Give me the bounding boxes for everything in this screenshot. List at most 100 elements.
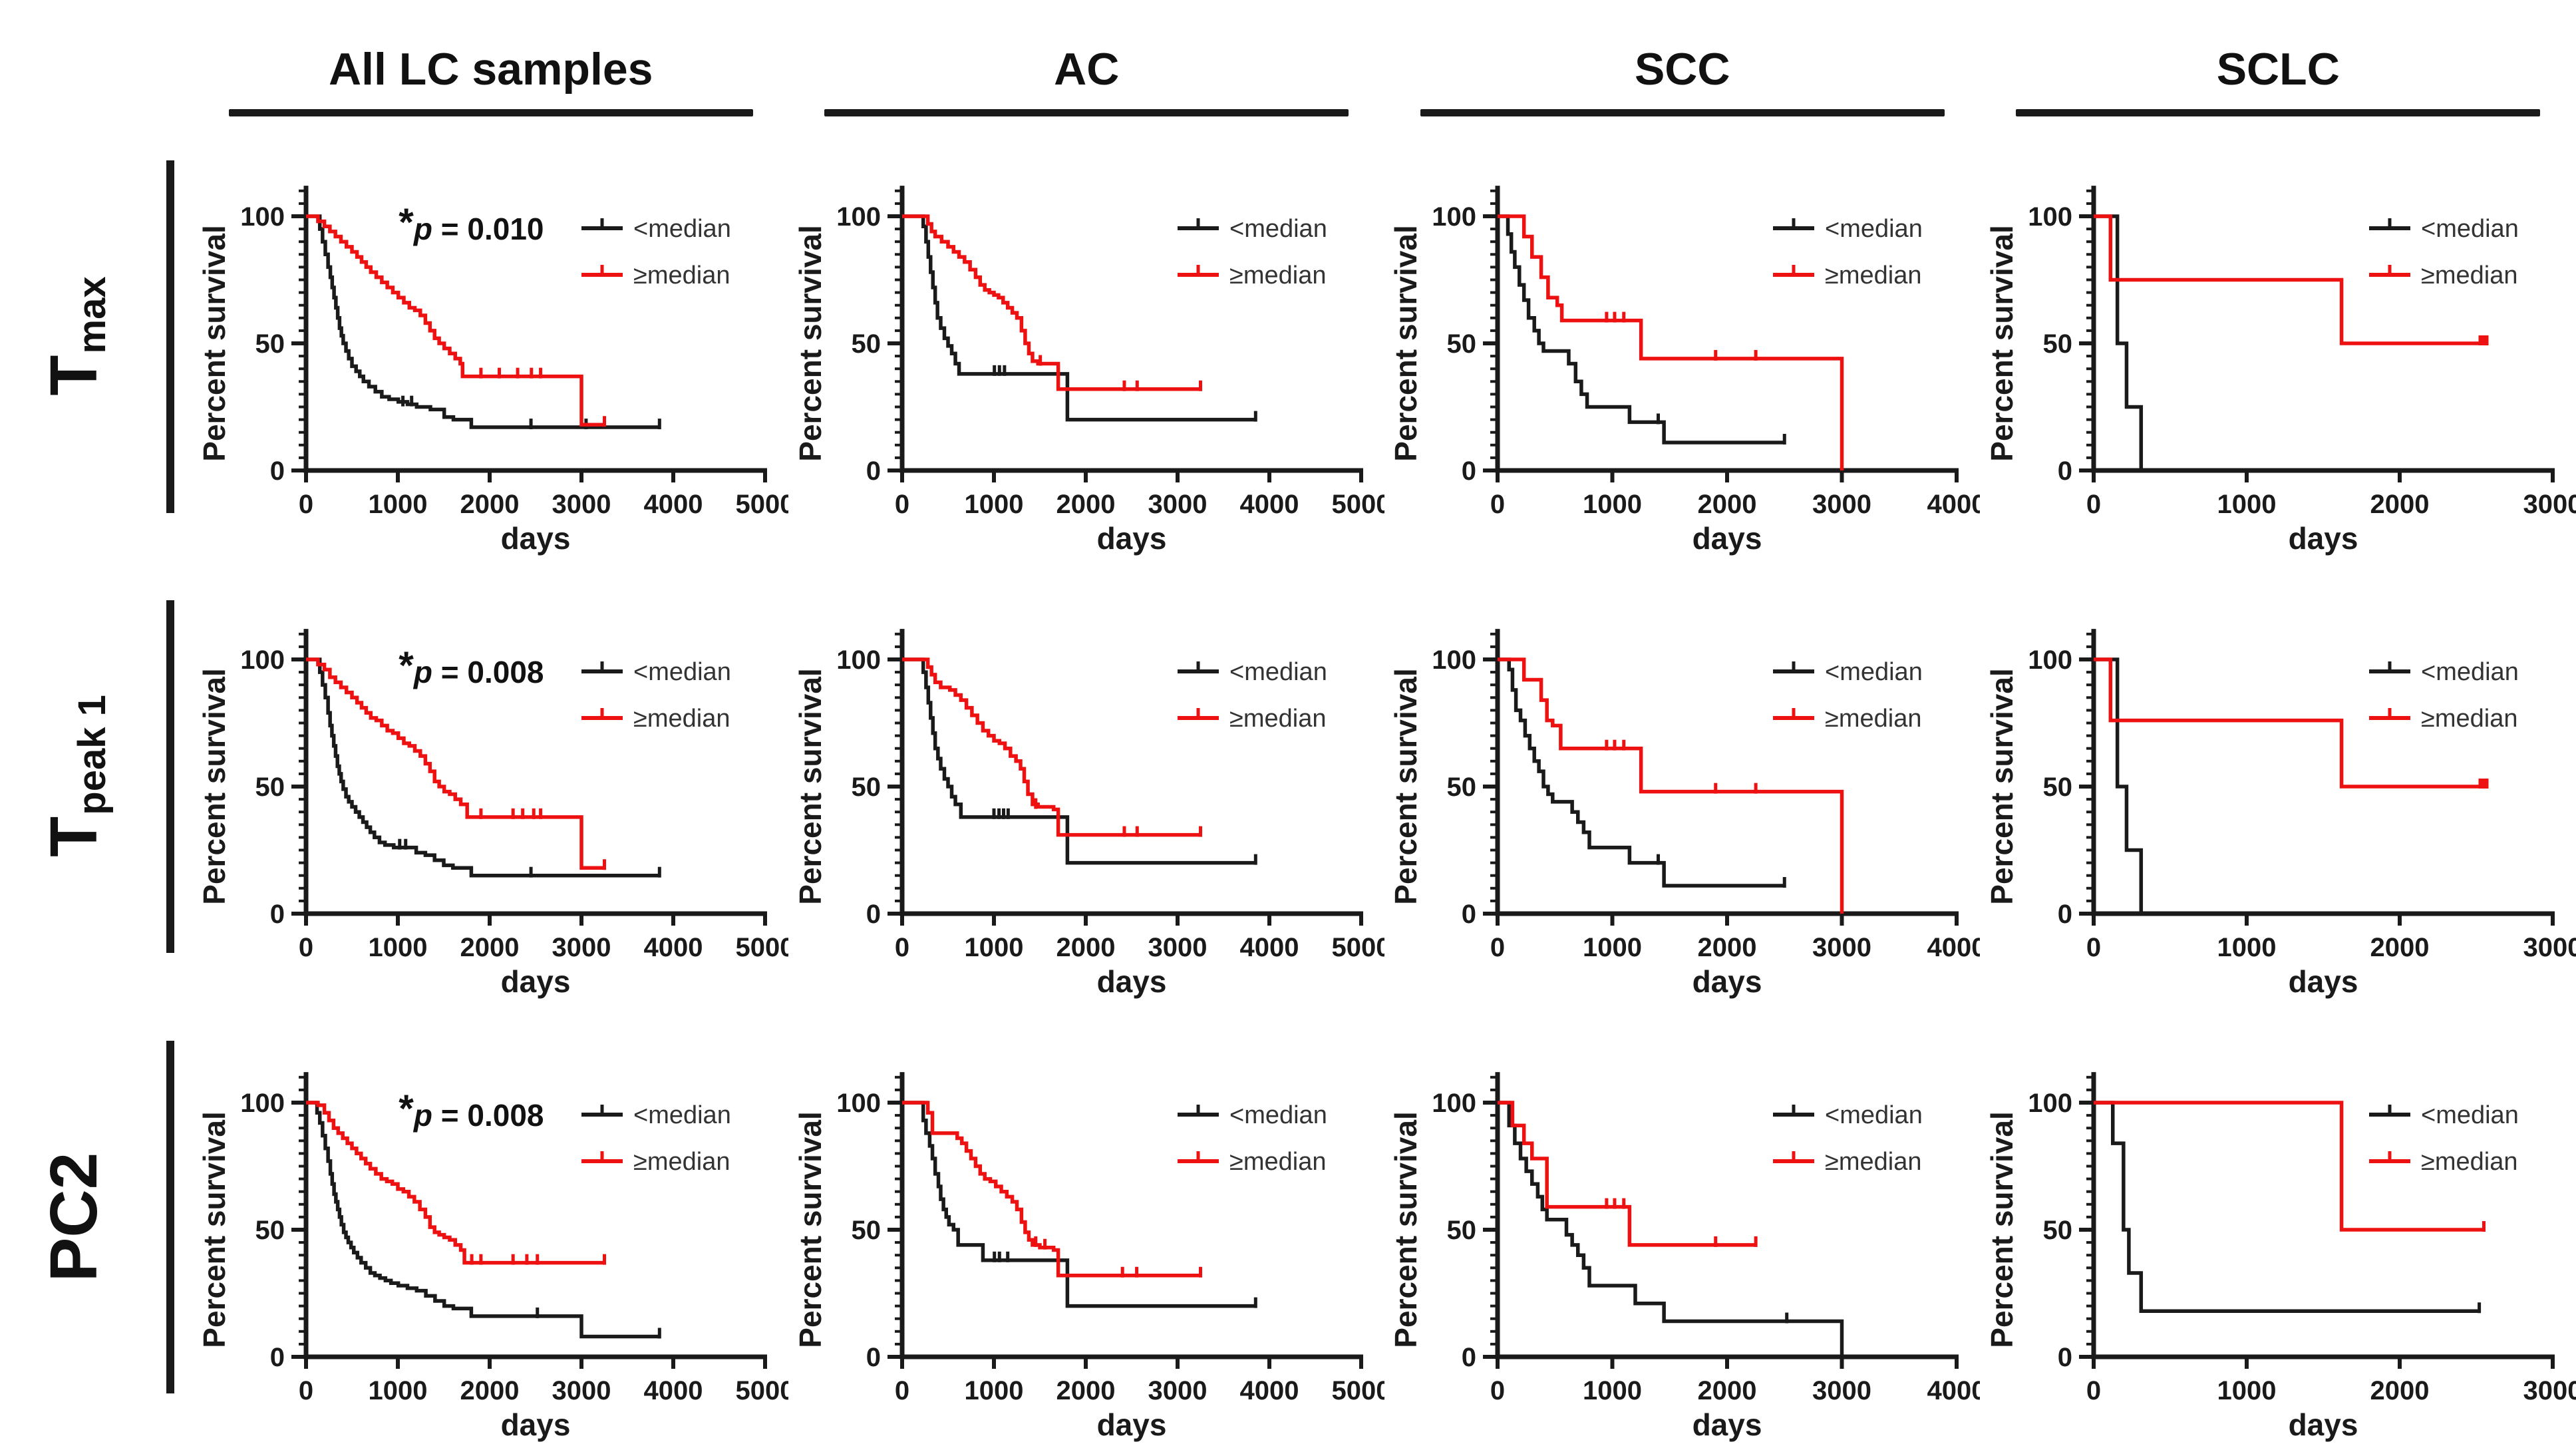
x-tick-label: 5000	[1331, 490, 1384, 519]
x-tick-label: 3000	[2523, 490, 2575, 519]
x-axis-title: days	[1692, 521, 1762, 556]
x-tick-label: 1000	[369, 933, 428, 962]
curve-pc2-all-lc-series-1	[306, 1103, 659, 1336]
column-title-ac: AC	[1054, 47, 1119, 92]
legend-label-ge-median: ≥median	[1229, 262, 1327, 289]
y-tick-label: 0	[1462, 900, 1476, 929]
x-tick-label: 0	[2086, 1376, 2100, 1405]
x-tick-label: 5000	[736, 490, 788, 519]
row-label-main: T	[41, 816, 107, 857]
row-label-main: PC2	[41, 1153, 107, 1282]
y-axis-title: Percent survival	[197, 1111, 232, 1348]
x-tick-label: 4000	[1239, 490, 1299, 519]
x-tick-label: 3000	[1812, 1376, 1871, 1405]
y-axis-title: Percent survival	[793, 1111, 828, 1348]
y-tick-label: 0	[2057, 456, 2072, 486]
legend-entry-lt-median: <median	[2369, 215, 2519, 243]
curve-tpeak1-sclc-series-1	[2094, 659, 2141, 914]
y-axis-title: Percent survival	[1985, 225, 2019, 461]
y-tick-label: 100	[836, 1089, 881, 1118]
x-tick-label: 0	[299, 933, 313, 962]
legend-entry-ge-median: ≥median	[2369, 262, 2518, 289]
x-tick-label: 4000	[1239, 933, 1299, 962]
y-tick-label: 0	[1462, 1343, 1476, 1372]
x-axis-title: days	[2288, 964, 2358, 999]
y-tick-label: 50	[1447, 1216, 1477, 1245]
y-tick-label: 50	[2042, 329, 2072, 359]
curve-pc2-ac-series-2	[902, 1103, 1201, 1276]
y-tick-label: 100	[1432, 645, 1476, 675]
legend-entry-ge-median: ≥median	[1773, 1148, 1922, 1176]
legend-entry-lt-median: <median	[2369, 658, 2519, 686]
legend-entry-lt-median: <median	[1773, 1101, 1923, 1129]
y-tick-label: 100	[1432, 202, 1476, 232]
x-tick-label: 2000	[1698, 933, 1757, 962]
y-axis-title: Percent survival	[1985, 668, 2019, 904]
x-tick-label: 3000	[552, 1376, 611, 1405]
y-tick-label: 0	[866, 1343, 880, 1372]
legend-entry-lt-median: <median	[1178, 658, 1327, 686]
x-tick-label: 1000	[964, 933, 1023, 962]
legend-label-ge-median: ≥median	[2421, 705, 2518, 733]
y-tick-label: 0	[270, 1343, 285, 1372]
legend-entry-lt-median: <median	[581, 1101, 731, 1129]
legend-label-lt-median: <median	[2421, 658, 2519, 686]
x-tick-label: 3000	[1148, 490, 1207, 519]
y-axis-title: Percent survival	[793, 225, 828, 461]
legend-entry-ge-median: ≥median	[1178, 262, 1327, 289]
x-tick-label: 3000	[2523, 933, 2575, 962]
legend-label-lt-median: <median	[633, 658, 731, 686]
end-square-marker	[2478, 335, 2488, 345]
legend-label-lt-median: <median	[1229, 658, 1327, 686]
y-axis-title: Percent survival	[1388, 668, 1423, 904]
x-tick-label: 5000	[1331, 933, 1384, 962]
x-tick-label: 4000	[644, 933, 703, 962]
legend-label-ge-median: ≥median	[1229, 1148, 1327, 1176]
y-tick-label: 0	[1462, 456, 1476, 486]
x-tick-label: 1000	[964, 1376, 1023, 1405]
x-tick-label: 0	[894, 933, 909, 962]
y-tick-label: 100	[1432, 1089, 1476, 1118]
x-tick-label: 2000	[2370, 933, 2429, 962]
legend-entry-ge-median: ≥median	[1178, 705, 1327, 733]
y-tick-label: 100	[2028, 1089, 2072, 1118]
x-tick-label: 4000	[644, 1376, 703, 1405]
y-tick-label: 100	[240, 1089, 285, 1118]
legend-label-lt-median: <median	[1229, 215, 1327, 243]
row-label-subscript: max	[73, 276, 112, 353]
y-tick-label: 50	[851, 773, 881, 802]
x-axis-title: days	[501, 964, 571, 999]
x-tick-label: 2000	[460, 490, 520, 519]
curve-tpeak1-all-lc-series-2	[306, 659, 605, 868]
row-label-rule	[166, 1041, 174, 1393]
x-tick-label: 5000	[736, 933, 788, 962]
curve-pc2-scc-series-2	[1498, 1103, 1756, 1245]
column-underline	[824, 109, 1349, 116]
curve-tmax-scc-series-2	[1498, 216, 1842, 470]
row-label-subscript: peak 1	[73, 695, 112, 816]
x-tick-label: 5000	[1331, 1376, 1384, 1405]
x-tick-label: 0	[894, 490, 909, 519]
legend-entry-lt-median: <median	[581, 658, 731, 686]
y-axis-title: Percent survival	[197, 225, 232, 461]
curve-tpeak1-all-lc-series-1	[306, 659, 659, 876]
x-tick-label: 1000	[1583, 933, 1642, 962]
legend-entry-ge-median: ≥median	[2369, 1148, 2518, 1176]
x-tick-label: 5000	[736, 1376, 788, 1405]
y-tick-label: 50	[851, 329, 881, 359]
legend-label-lt-median: <median	[2421, 1101, 2519, 1129]
